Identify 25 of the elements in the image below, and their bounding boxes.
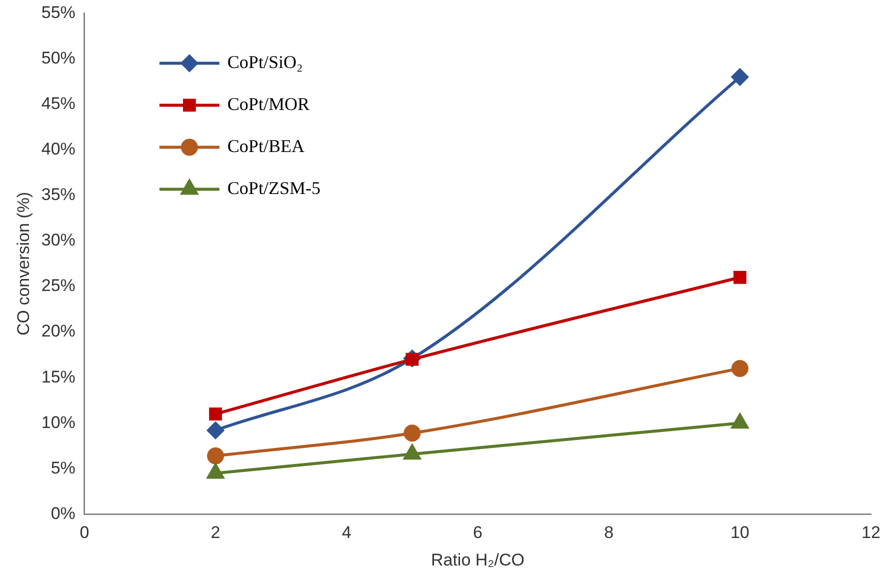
x-tick-label: 4 <box>342 523 352 542</box>
legend-label: CoPt/MOR <box>227 94 310 114</box>
y-tick-label: 0% <box>50 504 76 523</box>
y-tick-label: 45% <box>41 94 76 113</box>
y-tick-label: 5% <box>50 458 76 478</box>
y-tick-label: 40% <box>41 140 76 159</box>
legend-label: CoPt/ZSM-5 <box>227 178 320 198</box>
x-tick-label: 2 <box>210 523 220 542</box>
legend-label: CoPt/SiO₂ <box>227 52 303 72</box>
x-tick-label: 6 <box>472 523 482 542</box>
y-tick-label: 10% <box>41 412 76 432</box>
x-tick-label: 12 <box>862 523 880 542</box>
y-tick-label: 20% <box>41 322 76 341</box>
y-tick-label: 30% <box>41 230 76 250</box>
y-tick-label: 15% <box>41 367 76 386</box>
x-axis-title: Ratio H₂/CO <box>430 550 524 570</box>
x-tick-label: 8 <box>604 523 614 542</box>
y-tick-label: 35% <box>41 185 76 204</box>
y-axis-title: CO conversion (%) <box>14 192 33 336</box>
x-tick-label: 10 <box>730 523 750 542</box>
y-tick-label: 55% <box>41 2 76 22</box>
y-tick-label: 50% <box>41 48 76 68</box>
legend-label: CoPt/BEA <box>227 136 304 156</box>
y-tick-label: 25% <box>41 276 76 296</box>
x-tick-label: 0 <box>80 523 90 542</box>
